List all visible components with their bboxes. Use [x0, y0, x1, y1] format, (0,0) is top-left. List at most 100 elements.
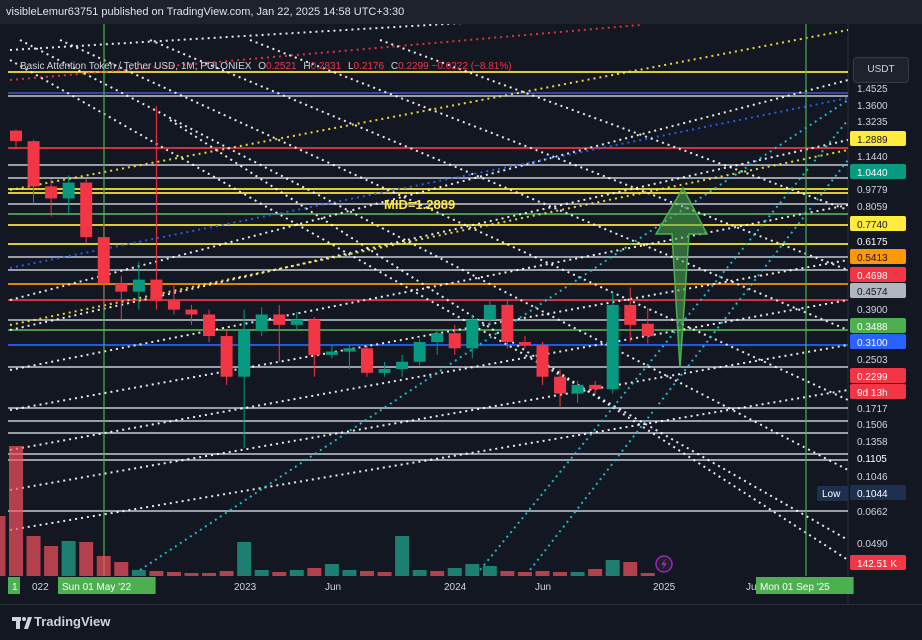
price-label-bg — [850, 318, 906, 333]
volume-bar — [535, 571, 550, 576]
candle-body — [396, 361, 409, 370]
price-label: 0.1358 — [857, 437, 888, 448]
price-label-bg — [850, 283, 906, 298]
volume-bar — [412, 570, 427, 576]
trend-line — [9, 79, 849, 301]
candle-body — [203, 314, 216, 337]
trend-line — [59, 39, 849, 401]
trend-line — [9, 204, 849, 371]
price-label: 0.1105 — [857, 454, 887, 465]
trend-line — [9, 149, 849, 326]
volume-bar — [307, 568, 322, 576]
price-axis[interactable]: 1.63891.45251.36001.32351.28891.14401.04… — [817, 68, 906, 570]
price-label: 1.1440 — [857, 152, 888, 163]
volume-bar — [447, 568, 462, 576]
price-label: 0.1717 — [857, 404, 888, 415]
volume-bar — [360, 571, 374, 576]
trend-line — [529, 159, 849, 571]
volume-bar — [430, 571, 445, 576]
price-label: 0.0662 — [857, 507, 888, 518]
trend-line — [9, 59, 849, 541]
price-label: 0.1046 — [857, 472, 888, 483]
horizontal-levels — [8, 71, 848, 512]
volume-bar — [342, 570, 357, 576]
chart-area[interactable]: MID=1.2889 1.63891.45251.36001.32351.288… — [0, 0, 922, 604]
candle-body — [220, 336, 233, 377]
volume-bar — [0, 516, 6, 576]
volume-bar — [219, 571, 234, 576]
footer: TradingView — [0, 604, 922, 640]
price-label: 1.3235 — [857, 117, 888, 128]
chart-canvas[interactable]: MID=1.2889 1.63891.45251.36001.32351.288… — [0, 0, 922, 604]
price-label: 1.3600 — [857, 101, 888, 112]
candlesticks — [10, 106, 654, 449]
volume-bar — [26, 536, 41, 576]
time-label-bg — [756, 577, 854, 594]
time-label: 1 — [12, 582, 18, 593]
symbol-legend[interactable]: Basic Attention Token / Tether USD, 1M, … — [20, 61, 512, 72]
price-label: 0.2299 — [857, 372, 888, 383]
price-label-bg — [850, 249, 906, 264]
time-axis[interactable]: 1 022 Sun 01 May '22 2023 Jun 2024 Jun 2025 Ju Mo… — [8, 577, 854, 594]
volume-bar — [324, 564, 339, 576]
time-label: 2024 — [444, 582, 467, 593]
volume-bar — [517, 572, 532, 576]
trend-line — [379, 39, 849, 211]
price-label: 1.4525 — [857, 84, 888, 95]
volume-bar — [395, 536, 410, 576]
price-label-bg — [850, 485, 906, 500]
volume-bar — [166, 572, 181, 576]
lightning-icon[interactable] — [655, 555, 673, 573]
close-label: C — [390, 61, 399, 72]
volume-bar — [588, 569, 603, 576]
candle-body — [448, 333, 461, 349]
price-label: 0.0490 — [857, 539, 888, 550]
trend-line — [9, 259, 849, 411]
price-label-bg — [850, 131, 906, 146]
open-label: O — [258, 61, 266, 72]
trend-line — [9, 139, 849, 331]
price-label-bg — [850, 334, 906, 349]
open-value: 0.2521 — [265, 61, 297, 72]
close-value: 0.2299 — [398, 61, 429, 72]
price-label-bg — [850, 555, 906, 570]
trend-line — [9, 0, 849, 51]
low-value: 0.2176 — [353, 61, 385, 72]
price-label: 0.3488 — [857, 322, 888, 333]
candle-body — [606, 304, 619, 390]
volume-bar — [202, 573, 217, 576]
volume-bar — [254, 570, 269, 576]
time-label: Jun — [325, 582, 341, 593]
publish-info: visibleLemur63751 published on TradingVi… — [6, 6, 405, 18]
volume-bar — [79, 542, 94, 576]
candle-body — [325, 351, 338, 355]
candle-body — [97, 237, 110, 284]
trend-line — [9, 29, 849, 191]
volume-bar — [465, 564, 480, 576]
candle-body — [413, 342, 426, 362]
green-up-arrow — [654, 186, 709, 369]
price-label: 1.2889 — [857, 135, 888, 146]
tradingview-logo-icon — [12, 617, 32, 629]
volume-bar — [61, 541, 76, 576]
candle-body — [378, 369, 391, 373]
candle-body — [132, 279, 145, 292]
volume-bar — [272, 572, 287, 576]
volume-bar — [96, 556, 111, 576]
currency-button[interactable]: USDT — [853, 57, 909, 83]
volume-bar — [9, 446, 23, 576]
volume-bar — [553, 572, 568, 576]
candle-body — [571, 384, 584, 394]
high-label: H — [303, 61, 311, 72]
price-label: 0.4698 — [857, 271, 888, 282]
volume-bar — [570, 572, 585, 576]
candle-body — [115, 283, 128, 292]
price-label: 0.8059 — [857, 202, 888, 213]
candle-body — [624, 304, 637, 325]
high-value: 0.2831 — [310, 61, 342, 72]
volume-bars — [0, 446, 655, 576]
candle-body — [27, 141, 40, 187]
volume-bar — [482, 566, 497, 576]
candle-body — [80, 182, 93, 238]
volume-bar — [377, 572, 392, 576]
